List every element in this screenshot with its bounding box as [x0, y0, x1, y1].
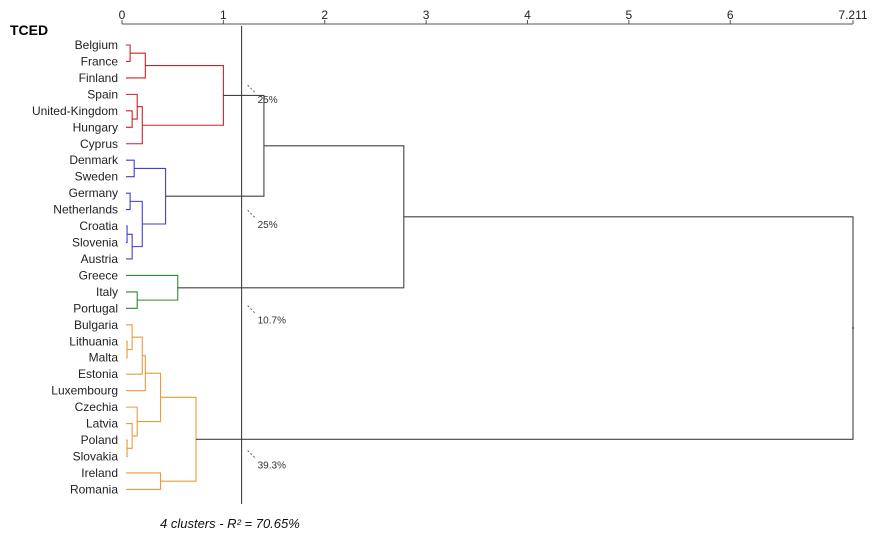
dendrogram-link — [126, 340, 128, 359]
leaf-label: Italy — [96, 285, 118, 299]
axis-tick-label: 5 — [626, 8, 633, 22]
dendrogram-link — [137, 372, 162, 423]
axis-tick-label: 0 — [119, 8, 126, 22]
cut-percentage-label: 39.3% — [258, 461, 286, 472]
axis-tick-label: 3 — [423, 8, 430, 22]
leaf-label: Germany — [69, 186, 118, 200]
axis-tick-label: 2 — [321, 8, 328, 22]
dendrogram-link — [126, 225, 128, 244]
leaf-label: United-Kingdom — [32, 104, 118, 118]
leaf-label: Denmark — [69, 153, 119, 167]
cut-percentage-label: 25% — [258, 95, 278, 106]
cut-leader — [247, 84, 256, 94]
dendrogram-link — [126, 159, 135, 178]
leaf-label: Finland — [79, 71, 118, 85]
leaf-label: Czechia — [75, 400, 119, 414]
leaf-label: Lithuania — [69, 334, 118, 348]
dendrogram-link — [126, 106, 143, 145]
dendrogram-link — [126, 324, 133, 351]
leaf-label: Luxembourg — [51, 384, 118, 398]
leaf-label: Sweden — [75, 170, 118, 184]
top-axis: 0 1 2 3 4 5 6 7.211 — [119, 8, 868, 25]
leaf-label: Slovakia — [73, 450, 119, 464]
leaf-label: Spain — [87, 87, 118, 101]
axis-tick-label: 6 — [727, 8, 734, 22]
dendrogram-link — [126, 44, 131, 63]
root-node — [852, 327, 854, 330]
leaf-label: Austria — [81, 252, 119, 266]
cut-line-group: 25% 25% 10.7% 39.3% — [241, 26, 286, 504]
leaf-label: Latvia — [86, 417, 118, 431]
leaf-label: France — [81, 54, 119, 68]
chart-title: TCED — [10, 22, 48, 38]
leaf-label: Hungary — [73, 120, 118, 134]
dendrogram-link — [126, 439, 128, 458]
dendrogram-link — [126, 233, 133, 260]
dendrogram-link — [126, 472, 162, 490]
leaf-label: Malta — [89, 351, 119, 365]
dendrogram-link — [177, 145, 405, 289]
dendrogram-link — [126, 192, 131, 211]
leaf-label: Cyprus — [80, 137, 118, 151]
leaf-label: Bulgaria — [74, 318, 118, 332]
dendrogram-link — [126, 423, 133, 449]
axis-tick-label: 4 — [524, 8, 531, 22]
cut-percentage-label: 25% — [258, 220, 278, 231]
leaf-label: Greece — [79, 268, 119, 282]
dendrogram-link — [134, 167, 167, 225]
dendrogram-link — [160, 396, 197, 482]
dendrogram-link — [126, 336, 143, 375]
leaf-label: Romania — [70, 482, 118, 496]
dendrogram-link — [126, 110, 133, 128]
cut-leader — [247, 450, 256, 459]
axis-tick-label: 7.211 — [838, 8, 867, 22]
dendrogram-link — [196, 216, 854, 440]
leaf-label: Ireland — [81, 466, 118, 480]
leaf-label: Estonia — [78, 367, 118, 381]
leaf-label: Belgium — [75, 38, 118, 52]
axis-tick-label: 1 — [220, 8, 227, 22]
dendrogram-link — [126, 291, 138, 309]
dendrogram-link — [142, 65, 224, 126]
leaf-label: Poland — [81, 433, 118, 447]
dendrogram-link — [126, 274, 179, 301]
leaf-label: Slovenia — [72, 236, 118, 250]
leaf-labels: Belgium France Finland Spain United-Kingdom H… — [32, 38, 119, 496]
cut-leader — [247, 209, 256, 219]
leaf-label: Croatia — [79, 219, 118, 233]
dendrogram-links — [126, 44, 854, 490]
dendrogram-link — [126, 52, 146, 79]
leaf-label: Netherlands — [53, 203, 118, 217]
dendrogram-link — [165, 94, 265, 197]
leaf-label: Portugal — [73, 301, 118, 315]
cut-leader — [247, 305, 256, 315]
cut-percentage-label: 10.7% — [258, 316, 286, 327]
caption: 4 clusters - R² = 70.65% — [160, 516, 300, 531]
